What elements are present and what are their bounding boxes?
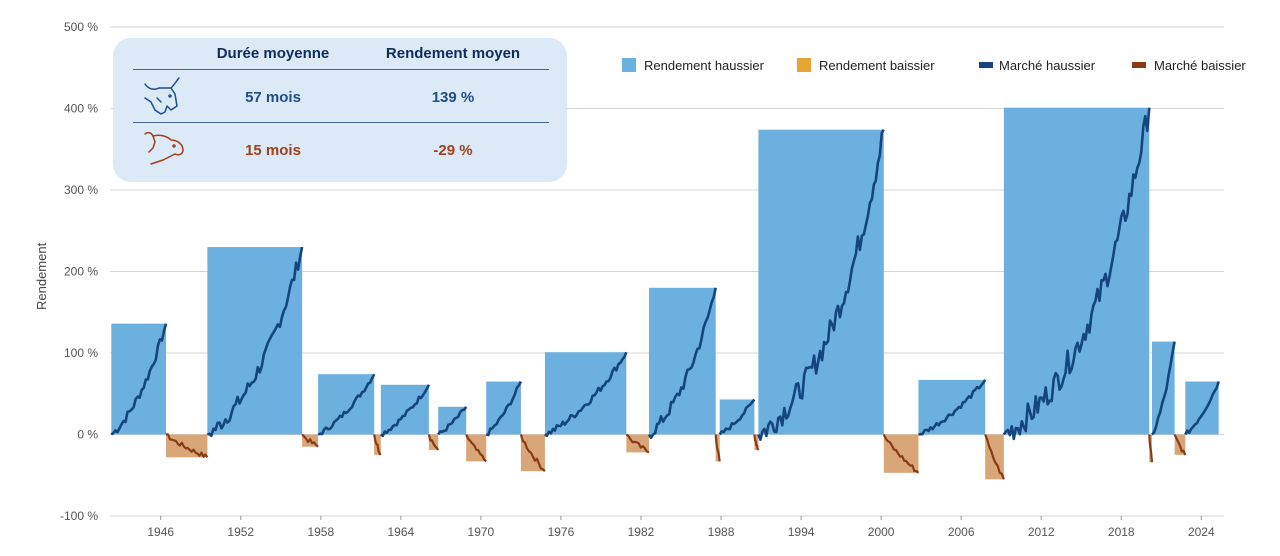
bear-duration: 15 mois [245, 142, 301, 159]
legend: Rendement haussier Rendement baissier Ma… [622, 58, 1246, 73]
bull-return-area [380, 384, 429, 435]
bull-market-line [110, 323, 168, 436]
bear-market-line [427, 434, 440, 451]
bear-market-line [1173, 434, 1187, 456]
separator-middle [133, 122, 549, 123]
summary-box: Durée moyenne Rendement moyen 57 mois 13… [113, 38, 567, 182]
legend-label-bear-return: Rendement baissier [819, 58, 935, 73]
legend-swatch-bear-market [1132, 62, 1146, 68]
x-tick-label: 1976 [548, 525, 575, 539]
bull-market-line [544, 351, 628, 438]
legend-swatch-bull-return [622, 58, 636, 72]
bull-market-line [1002, 107, 1151, 441]
bull-market-line [757, 128, 885, 441]
bull-duration: 57 mois [245, 89, 301, 106]
bear-return: -29 % [433, 142, 473, 159]
bear-market-line [301, 433, 319, 448]
y-tick-labels: -100 % 0 % 100 % 200 % 300 % 400 % 500 % [60, 20, 98, 523]
bear-market-line [373, 434, 382, 456]
bull-market-line [437, 406, 468, 436]
header-return: Rendement moyen [385, 45, 521, 62]
bull-return-area [111, 323, 167, 435]
bull-return-area [648, 287, 716, 435]
bull-return-area [318, 374, 375, 435]
separator-top [133, 69, 549, 70]
x-tick-label: 1946 [147, 525, 174, 539]
bull-return: 139 % [431, 89, 475, 106]
x-tick-label: 2024 [1188, 525, 1215, 539]
legend-label-bull-market: Marché haussier [999, 58, 1096, 73]
x-tick-label: 1958 [307, 525, 334, 539]
x-tick-label: 2012 [1028, 525, 1055, 539]
legend-label-bear-market: Marché baissier [1154, 58, 1246, 73]
x-tick-label: 1988 [708, 525, 735, 539]
bull-icon [141, 76, 185, 123]
x-tick-label: 1982 [628, 525, 655, 539]
bull-return-area [1151, 341, 1175, 435]
bull-market-line [647, 287, 717, 440]
bull-market-line [206, 246, 304, 438]
bull-market-line [918, 379, 987, 436]
bear-icon [141, 130, 187, 173]
x-tick-label: 1952 [227, 525, 254, 539]
bull-market-line [1151, 341, 1176, 436]
x-tick-label: 1994 [788, 525, 815, 539]
legend-label-bull-return: Rendement haussier [644, 58, 765, 73]
bear-market-line [165, 433, 209, 458]
y-tick-label: 200 % [64, 265, 98, 279]
y-tick-label: 300 % [64, 183, 98, 197]
header-duration: Durée moyenne [216, 45, 330, 62]
bull-return-area [544, 352, 627, 435]
bull-return-area [1185, 381, 1219, 435]
x-tick-label: 2018 [1108, 525, 1135, 539]
bear-market-line [519, 434, 546, 472]
bull-market-line [485, 380, 523, 437]
x-tick-label: 2000 [868, 525, 895, 539]
y-tick-label: 100 % [64, 346, 98, 360]
bull-market-line [1184, 381, 1220, 436]
y-tick-label: -100 % [60, 509, 98, 523]
y-tick-label: 500 % [64, 20, 98, 34]
bear-market-line [753, 434, 760, 451]
legend-swatch-bear-return [797, 58, 811, 72]
y-tick-label: 0 % [77, 428, 98, 442]
y-axis-title: Rendement [34, 242, 49, 310]
market-lines [110, 107, 1220, 480]
y-tick-label: 400 % [64, 102, 98, 116]
bear-market-line [882, 434, 920, 474]
bull-return-area [918, 379, 986, 435]
bear-market-line [984, 434, 1005, 480]
bear-market-line [714, 434, 721, 462]
legend-swatch-bull-market [979, 62, 993, 68]
bear-market-line [1148, 434, 1154, 463]
bull-market-line [718, 398, 756, 436]
bull-return-area [1003, 107, 1150, 435]
bear-market-line [625, 433, 650, 454]
x-tick-label: 1970 [468, 525, 495, 539]
x-tick-label: 1964 [387, 525, 414, 539]
bull-market-line [380, 384, 431, 438]
bear-market-line [465, 434, 487, 463]
bull-return-area [758, 129, 884, 435]
bear-return-area [520, 434, 545, 472]
bull-return-area [207, 247, 303, 435]
x-tick-label: 2006 [948, 525, 975, 539]
x-tick-labels: 1946 1952 1958 1964 1970 1976 1982 1988 1994 2000… [147, 516, 1215, 539]
bull-market-line [317, 373, 376, 436]
